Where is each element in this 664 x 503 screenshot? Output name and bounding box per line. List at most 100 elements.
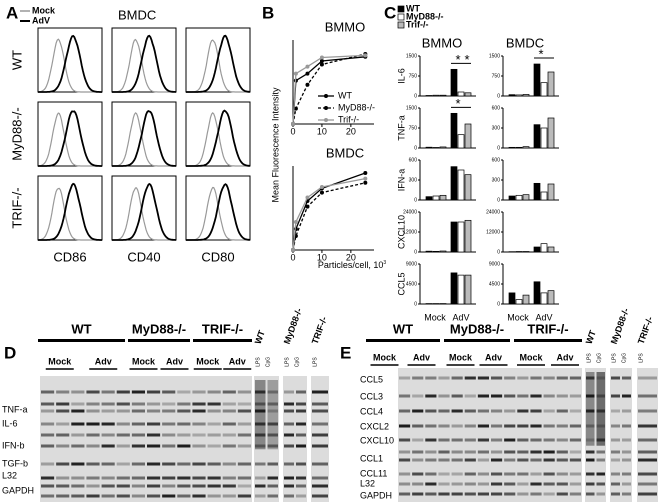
- label: CXCL2: [360, 421, 389, 431]
- bar: [547, 290, 555, 305]
- panel-title: BMDC: [118, 7, 156, 22]
- gel-band: [237, 433, 251, 437]
- gel-band: [438, 424, 450, 428]
- gel-band: [312, 484, 328, 488]
- gel-band: [477, 438, 489, 442]
- bar: [540, 127, 548, 149]
- bar: [515, 94, 523, 97]
- bar: [522, 294, 530, 305]
- gel-band: [162, 390, 176, 394]
- gel-band: [255, 476, 266, 480]
- label: L32: [2, 470, 17, 480]
- histogram-frame: [37, 27, 103, 93]
- histogram-mock: [186, 112, 250, 167]
- bar: [439, 94, 447, 97]
- label: 10: [317, 126, 327, 136]
- gel-band: [412, 394, 424, 398]
- label: 300: [409, 177, 418, 183]
- gel-band: [543, 394, 555, 398]
- gel-band: [162, 422, 176, 426]
- gel-band: [412, 424, 424, 428]
- gel-band: [412, 472, 424, 476]
- label: LPS: [611, 353, 617, 363]
- gel-band: [222, 462, 236, 466]
- label: CpG: [265, 357, 271, 367]
- gel-band: [41, 390, 55, 394]
- gel-band: [556, 492, 568, 496]
- gel-band: [638, 472, 657, 476]
- label: TNF-a: [2, 404, 28, 414]
- gel-band: [131, 433, 145, 437]
- histogram-mock: [186, 39, 250, 93]
- gel-band: [504, 424, 516, 428]
- bar: [457, 221, 465, 253]
- gel-band: [41, 422, 55, 426]
- gel-band: [71, 422, 85, 426]
- gel-band: [255, 422, 266, 426]
- gel-band: [596, 482, 605, 486]
- panel-label: C: [384, 3, 396, 22]
- gel-band: [162, 462, 176, 466]
- gel-band: [222, 390, 236, 394]
- gel-band: [116, 476, 130, 480]
- gel-band: [451, 409, 463, 413]
- label: 10: [317, 252, 327, 262]
- gel-band: [207, 444, 221, 448]
- gel-band: [556, 438, 568, 442]
- label: 0: [497, 93, 500, 99]
- gel-band: [611, 458, 620, 462]
- gel-band: [101, 422, 115, 426]
- bar: [457, 274, 465, 305]
- gel-band: [147, 444, 161, 448]
- gel-band: [556, 424, 568, 428]
- bar: [547, 246, 555, 253]
- gel-band: [284, 422, 294, 426]
- gel-band: [596, 458, 605, 462]
- gel: [311, 376, 329, 502]
- histogram-adv: [186, 183, 251, 241]
- bar: [533, 182, 541, 201]
- gel-band: [399, 458, 411, 462]
- label: 1500: [406, 105, 417, 111]
- gel-band: [255, 444, 266, 448]
- gel: [610, 368, 632, 502]
- gel-band: [86, 433, 100, 437]
- histogram-adv: [186, 34, 251, 93]
- gel-band: [491, 409, 503, 413]
- gel-band: [207, 402, 221, 406]
- gel-band: [556, 472, 568, 476]
- data-point: [363, 53, 368, 58]
- gel-band: [312, 433, 328, 437]
- gel-band: [131, 402, 145, 406]
- gel-band: [284, 476, 294, 480]
- data-point: [363, 171, 368, 175]
- gel-band: [71, 409, 85, 413]
- gel-band: [284, 462, 294, 466]
- gel-band: [412, 450, 424, 454]
- bar: [432, 147, 440, 149]
- panel-label: B: [262, 3, 274, 22]
- x-axis-label-text: Particles/cell, 10: [318, 260, 384, 270]
- gel-band: [596, 424, 605, 428]
- label: CD40: [127, 249, 160, 264]
- gel-band: [477, 458, 489, 462]
- label: 1500: [489, 53, 500, 59]
- gel-band: [477, 482, 489, 486]
- label: IFN-b: [2, 440, 25, 450]
- label: IFN-a: [396, 169, 406, 192]
- gel-band: [611, 482, 620, 486]
- gel-band: [147, 390, 161, 394]
- label: Mock: [507, 312, 529, 322]
- gel-band: [177, 462, 191, 466]
- gel-band: [116, 433, 130, 437]
- gel-band: [569, 472, 581, 476]
- gel-band: [116, 409, 130, 413]
- gel-band: [569, 492, 581, 496]
- bar: [533, 63, 541, 97]
- gel-band: [255, 433, 266, 437]
- gel-band: [451, 482, 463, 486]
- gel-band: [451, 438, 463, 442]
- gel-band: [267, 444, 278, 448]
- gel-band: [56, 476, 70, 480]
- gel-band: [86, 422, 100, 426]
